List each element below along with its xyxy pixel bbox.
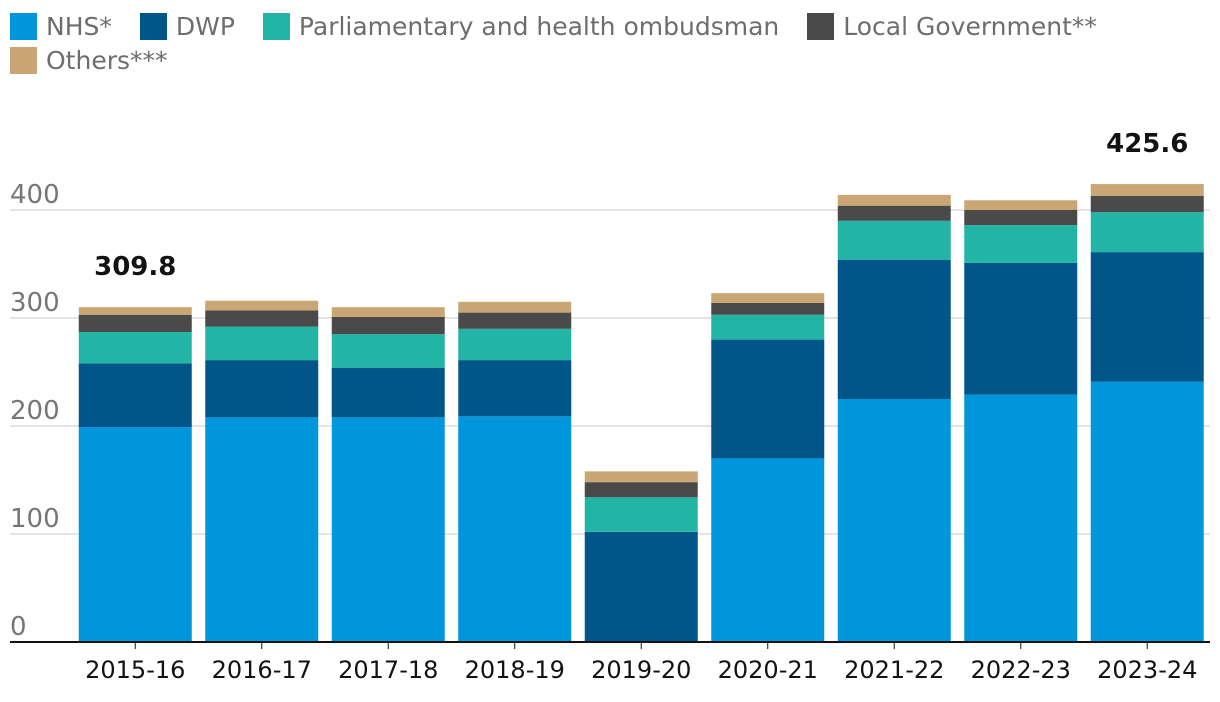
legend-item: NHS* (10, 10, 112, 42)
bar-segment (711, 293, 825, 303)
bar-segment (78, 332, 192, 364)
bar-segment (964, 200, 1078, 210)
bar-segment (1090, 381, 1204, 642)
bar-segment (331, 417, 445, 642)
bar-segment (331, 334, 445, 368)
legend-item: Local Government** (807, 10, 1097, 42)
legend-swatch (10, 46, 37, 74)
y-tick-label: 200 (10, 396, 60, 426)
bar-segment (331, 367, 445, 418)
bar-segment (205, 310, 319, 327)
bar-segment (584, 482, 698, 498)
bar-segment (837, 194, 951, 206)
x-tick-label: 2019-20 (591, 656, 691, 684)
bar-segment (711, 339, 825, 459)
bar-segment (964, 394, 1078, 642)
bar-segment (837, 259, 951, 399)
bar-segment (584, 471, 698, 483)
bar-segment (205, 417, 319, 642)
bar-segment (78, 427, 192, 642)
total-value-label: 425.6 (1106, 129, 1188, 159)
legend-swatch (807, 12, 835, 40)
bar-segment (1090, 195, 1204, 213)
bar-segment (78, 363, 192, 428)
legend-swatch (139, 12, 167, 40)
bar-segment (205, 360, 319, 418)
bar-segment (1090, 184, 1204, 196)
x-tick-label: 2015-16 (85, 656, 185, 684)
bar-segment (837, 220, 951, 260)
legend-swatch (10, 12, 37, 40)
bar-segment (331, 307, 445, 317)
bar-segment (458, 360, 572, 417)
bar-segment (837, 205, 951, 221)
bar-segment (458, 301, 572, 313)
x-tick-label: 2021-22 (844, 656, 944, 684)
legend-item: DWP (139, 10, 235, 42)
x-tick-label: 2016-17 (212, 656, 312, 684)
bar-segment (964, 210, 1078, 226)
bar-segment (711, 302, 825, 315)
y-tick-label: 100 (10, 504, 60, 534)
legend-label: DWP (175, 11, 235, 41)
legend-swatch (262, 12, 290, 40)
bar-segment (458, 312, 572, 329)
x-tick-label: 2017-18 (338, 656, 438, 684)
bar-segment (964, 225, 1078, 263)
total-value-label: 309.8 (94, 252, 176, 282)
bar-segment (458, 328, 572, 361)
bar-segment (78, 314, 192, 333)
y-tick-label: 300 (10, 288, 60, 318)
x-tick-label: 2020-21 (718, 656, 818, 684)
bar-segment (1090, 252, 1204, 382)
y-tick-label: 400 (10, 180, 60, 210)
legend-item: Others*** (10, 44, 168, 76)
bar-segment (964, 262, 1078, 395)
legend-label: Local Government** (843, 11, 1097, 41)
bar-segment (331, 316, 445, 335)
bar-segment (584, 531, 698, 642)
bar-segment (205, 326, 319, 361)
bar-segment (78, 307, 192, 315)
x-tick-label: 2022-23 (971, 656, 1071, 684)
y-tick-label: 0 (10, 612, 27, 642)
bar-segment (1090, 212, 1204, 253)
bar-segment (837, 399, 951, 642)
legend: NHS* DWP Parliamentary and health ombudsma… (10, 10, 1110, 76)
bar-segment (584, 497, 698, 532)
bar-segment (711, 314, 825, 340)
legend-item: Parliamentary and health ombudsman (262, 10, 780, 42)
bar-segment (205, 300, 319, 311)
x-tick-label: 2023-24 (1097, 656, 1197, 684)
bar-segment (458, 416, 572, 642)
bar-segment (711, 458, 825, 642)
legend-label: Parliamentary and health ombudsman (298, 11, 780, 41)
legend-label: Others*** (46, 45, 168, 75)
legend-label: NHS* (46, 11, 112, 41)
x-tick-label: 2018-19 (465, 656, 565, 684)
